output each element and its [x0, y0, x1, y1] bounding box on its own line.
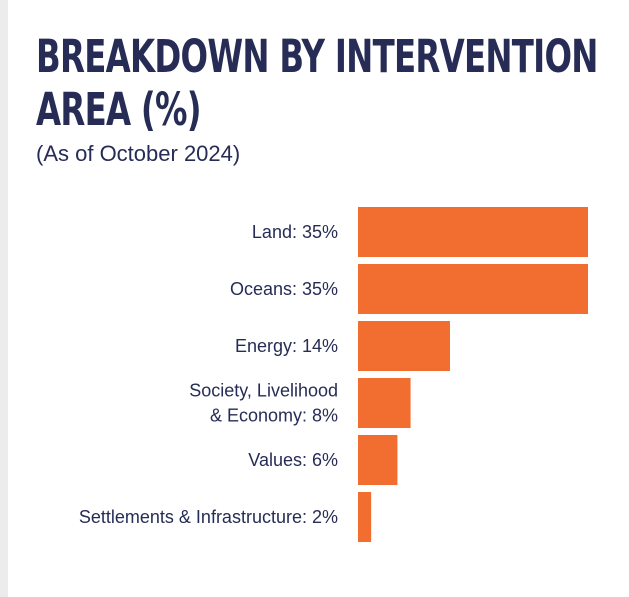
- category-label-5-line-1: Values: 6%: [248, 450, 338, 470]
- category-label-1: Land: 35%: [252, 222, 338, 242]
- category-label-4-line-2: & Economy: 8%: [210, 406, 338, 426]
- bar-6: [358, 492, 372, 542]
- category-label-1-line-1: Land: 35%: [252, 222, 338, 242]
- bar-1: [358, 207, 588, 257]
- bar-3: [358, 321, 450, 371]
- category-labels-group: Land: 35% Oceans: 35% Energy: 14% Society, …: [79, 222, 338, 527]
- bar-5: [358, 435, 398, 485]
- bar-2: [358, 264, 588, 314]
- category-label-2-line-1: Oceans: 35%: [230, 279, 338, 299]
- bars-group: [358, 207, 588, 542]
- chart-title-line-2: AREA (%): [36, 83, 202, 136]
- category-label-6: Settlements & Infrastructure: 2%: [79, 507, 338, 527]
- category-label-3-line-1: Energy: 14%: [235, 336, 338, 356]
- chart-title-line-1: BREAKDOWN BY INTERVENTION: [36, 30, 598, 83]
- category-label-6-line-1: Settlements & Infrastructure: 2%: [79, 507, 338, 527]
- category-label-4-line-1: Society, Livelihood: [189, 381, 338, 401]
- category-label-2: Oceans: 35%: [230, 279, 338, 299]
- chart-subtitle: (As of October 2024): [36, 141, 241, 166]
- category-label-5: Values: 6%: [248, 450, 338, 470]
- category-label-4: Society, Livelihood & Economy: 8%: [189, 381, 338, 426]
- bar-4: [358, 378, 411, 428]
- category-label-3: Energy: 14%: [235, 336, 338, 356]
- chart-title: BREAKDOWN BY INTERVENTION AREA (%): [36, 30, 612, 136]
